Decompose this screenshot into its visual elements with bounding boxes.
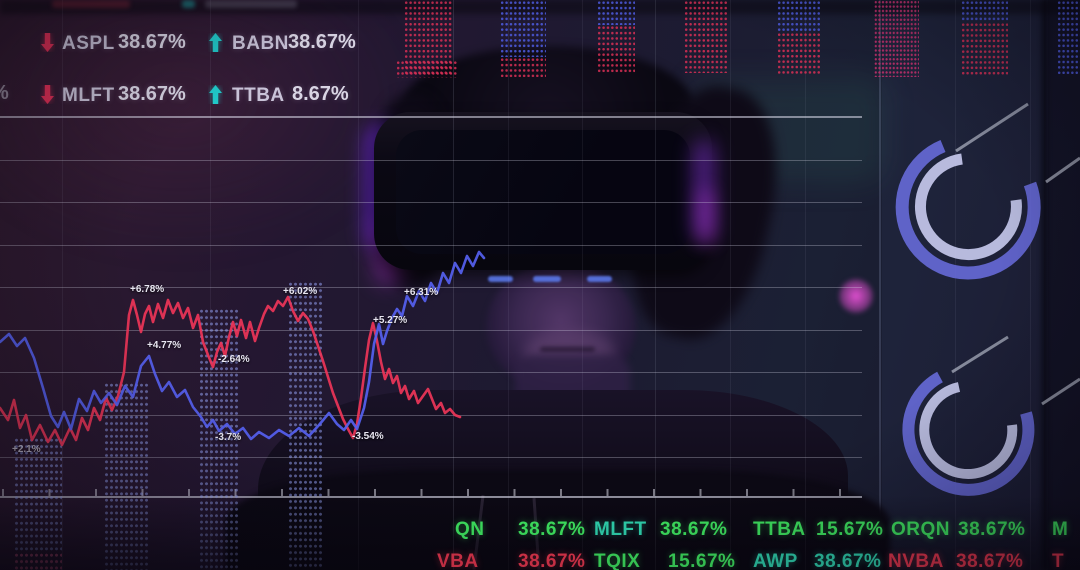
ticker-symbol: TTBA — [753, 519, 806, 540]
chart-annotation: +2.1% — [12, 444, 41, 455]
gauge-needle — [1045, 156, 1080, 184]
clipped-ticker-row — [205, 0, 297, 8]
gauge-needle — [1041, 377, 1080, 406]
ticker-value: 38.67% — [958, 519, 1026, 540]
chart-annotation: +6.78% — [130, 284, 165, 295]
chart-annotation: -2.64% — [218, 354, 250, 365]
ticker-value: 38.67% — [660, 519, 728, 540]
ticker-symbol: NVBA — [888, 551, 944, 570]
chart-annotation: +6.31% — [404, 287, 439, 298]
ticker-value: 8.67% — [292, 83, 349, 105]
ticker-symbol: QN — [455, 519, 485, 540]
ticker-value: 38.67% — [956, 551, 1024, 570]
ticker-value: 38.67% — [814, 551, 882, 570]
ticker-symbol: ASPL — [62, 33, 115, 54]
ticker-symbol: VBA — [437, 551, 479, 570]
ticker-value: 38.67% — [118, 31, 186, 53]
ticker-value: 15.67% — [668, 551, 736, 570]
ticker-symbol: TTBA — [232, 85, 285, 106]
ticker-value: 38.67% — [518, 551, 586, 570]
gauge-needle — [955, 102, 1029, 153]
ticker-symbol: ORQN — [891, 519, 950, 540]
edge-ticker-fragment: % — [0, 82, 9, 105]
clipped-ticker-row — [52, 0, 130, 8]
up-arrow-icon — [209, 33, 222, 52]
up-arrow-icon — [209, 85, 222, 104]
chart-annotation: +6.02% — [283, 286, 318, 297]
down-arrow-icon — [41, 85, 54, 104]
clipped-ticker-arrow — [182, 0, 195, 8]
gauge-inner-arc — [914, 153, 1022, 260]
ticker-value: 38.67% — [118, 83, 186, 105]
ticker-symbol: T — [1052, 551, 1065, 570]
chart-annotation: +5.27% — [373, 315, 408, 326]
gauge-inner-arc — [919, 382, 1018, 479]
ticker-value: 38.67% — [288, 31, 356, 53]
ticker-symbol: BABN — [232, 33, 289, 54]
ticker-symbol: M — [1052, 519, 1069, 540]
chart-annotation: -3.54% — [352, 431, 384, 442]
ticker-symbol: TQIX — [594, 551, 641, 570]
ticker-symbol: MLFT — [62, 85, 115, 106]
ticker-value: 38.67% — [518, 519, 586, 540]
ticker-symbol: MLFT — [594, 519, 647, 540]
ticker-value: 15.67% — [816, 519, 884, 540]
blue-line-series — [0, 250, 486, 441]
chart-annotation: -3.7% — [215, 432, 242, 443]
chart-annotation: +4.77% — [147, 340, 182, 351]
gauge-needle — [951, 335, 1009, 374]
down-arrow-icon — [41, 33, 54, 52]
ticker-symbol: AWP — [753, 551, 798, 570]
